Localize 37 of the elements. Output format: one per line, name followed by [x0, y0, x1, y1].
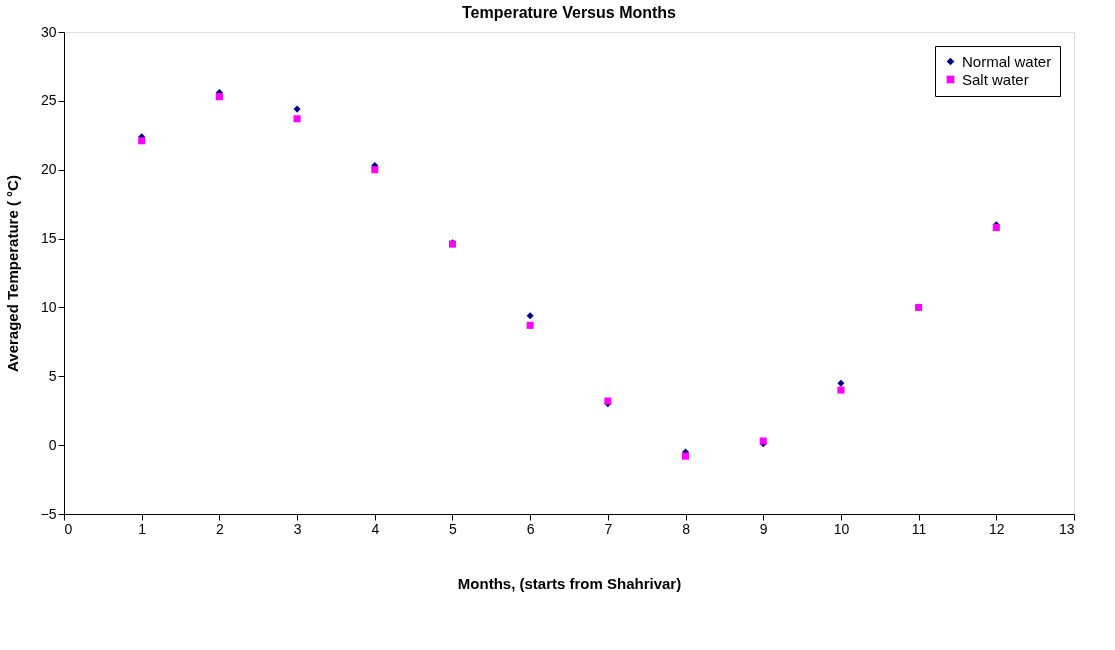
x-tick-label: 6 — [526, 520, 535, 537]
point — [526, 321, 534, 329]
x-tick-label: 11 — [911, 520, 927, 537]
x-tick-label: 3 — [293, 520, 302, 537]
y-axis-title: Averaged Temperature ( °C) — [3, 175, 21, 372]
y-tick-label: 20 — [40, 161, 57, 178]
chart-title: Temperature Versus Months — [462, 4, 677, 21]
x-axis-title: Months, (starts from Shahrivar) — [457, 574, 682, 592]
y-tick-label: 5 — [48, 367, 57, 384]
y-tick-label: 30 — [40, 23, 57, 40]
point — [138, 137, 146, 145]
point — [371, 166, 379, 174]
x-tick-label: 5 — [449, 520, 458, 537]
x-tick-label: 7 — [604, 520, 613, 537]
x-tick-label: 1 — [138, 520, 147, 537]
y-tick-label: 10 — [40, 298, 57, 315]
x-tick-label: 13 — [1058, 520, 1075, 537]
y-tick-label: 0 — [48, 436, 57, 453]
x-tick-label: 8 — [682, 520, 691, 537]
x-tick-label: 12 — [989, 520, 1005, 537]
x-tick-label: 4 — [371, 520, 380, 537]
x-tick-label: 2 — [215, 520, 224, 537]
legend-label: Salt water — [962, 70, 1029, 88]
x-tick-label: 10 — [833, 520, 850, 537]
legend-label: Normal water — [962, 52, 1052, 70]
point — [526, 312, 534, 320]
y-tick-label: 15 — [40, 230, 57, 247]
point — [682, 452, 690, 460]
y-tick-label: −5 — [40, 505, 57, 522]
point — [837, 379, 845, 387]
point — [293, 105, 301, 113]
point — [215, 93, 223, 101]
x-tick-label: 0 — [64, 520, 73, 537]
y-tick-label: 25 — [40, 92, 57, 109]
x-tick-label: 9 — [759, 520, 768, 537]
point — [293, 115, 301, 123]
point — [837, 386, 845, 394]
